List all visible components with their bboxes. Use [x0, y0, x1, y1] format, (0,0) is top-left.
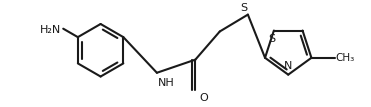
Text: N: N [284, 61, 292, 71]
Text: S: S [269, 34, 276, 44]
Text: S: S [240, 3, 248, 13]
Text: O: O [199, 93, 208, 103]
Text: CH₃: CH₃ [336, 53, 355, 63]
Text: H₂N: H₂N [40, 25, 61, 35]
Text: NH: NH [158, 78, 175, 88]
